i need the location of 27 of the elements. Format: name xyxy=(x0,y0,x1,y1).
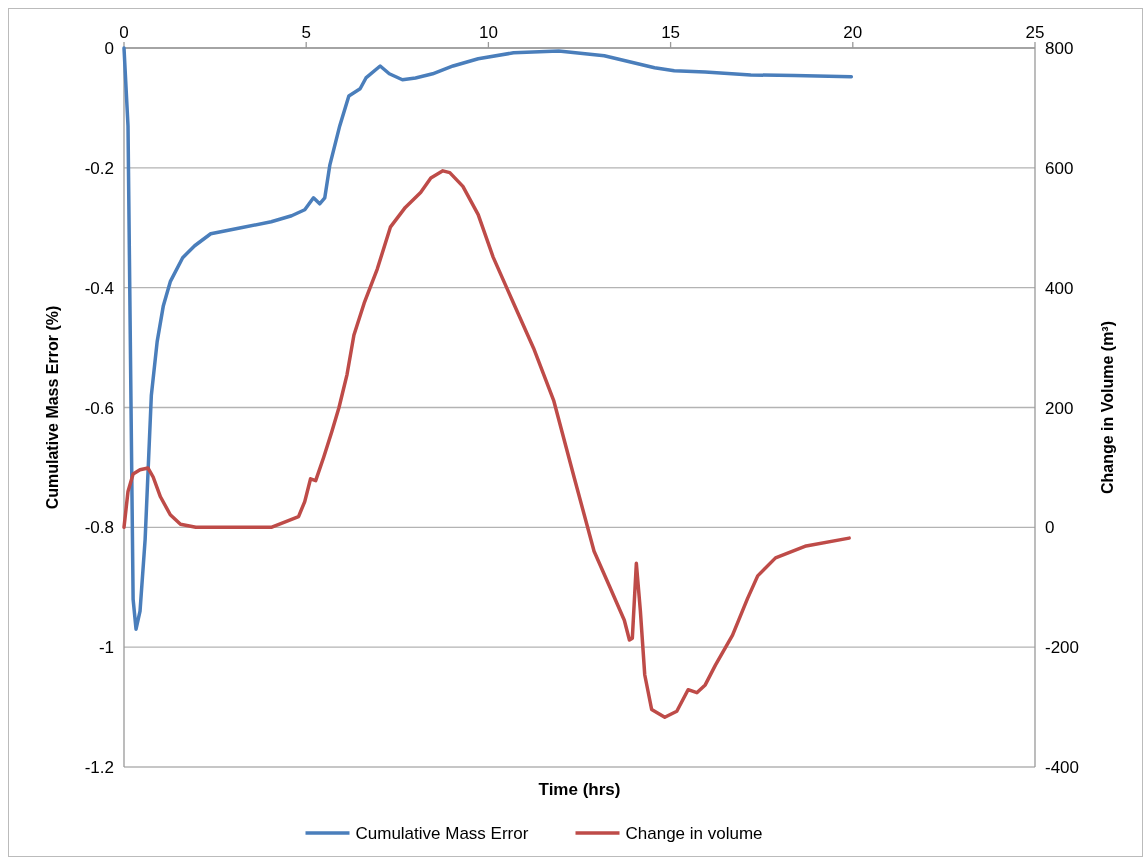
x-tick-label: 5 xyxy=(301,23,311,42)
y-tick-label: -0.2 xyxy=(84,158,114,178)
y2-tick-label: 200 xyxy=(1045,398,1074,418)
x-tick-label: 25 xyxy=(1025,23,1045,42)
y-tick-label: -1 xyxy=(98,638,114,658)
y2-tick-label: 0 xyxy=(1045,518,1055,538)
legend-label: Change in volume xyxy=(625,824,763,843)
y-tick-label: 0 xyxy=(104,39,114,58)
line-series xyxy=(122,169,851,720)
y2-tick-label: -200 xyxy=(1045,638,1080,658)
y-tick-label: -0.4 xyxy=(84,278,114,298)
y2-tick-label: 400 xyxy=(1045,278,1074,298)
x-tick-label: 10 xyxy=(478,23,498,42)
y-axis-title: Cumulative Mass Error (%) xyxy=(44,305,61,510)
x-tick-label: 0 xyxy=(119,23,129,42)
x-tick-label: 15 xyxy=(661,23,681,42)
legend-label: Cumulative Mass Error xyxy=(355,824,529,843)
y-tick-label: -0.8 xyxy=(84,518,114,538)
y-tick-label: -1.2 xyxy=(84,758,114,777)
y2-tick-label: 600 xyxy=(1045,158,1074,178)
y2-tick-label: 800 xyxy=(1045,39,1074,58)
x-axis-title: Time (hrs) xyxy=(538,780,621,799)
y2-axis-title: Change in Volume (m³) xyxy=(1099,320,1116,495)
y2-tick-label: -400 xyxy=(1045,758,1080,777)
x-tick-label: 20 xyxy=(843,23,863,42)
y-tick-label: -0.6 xyxy=(84,398,114,418)
line-series xyxy=(122,46,854,631)
